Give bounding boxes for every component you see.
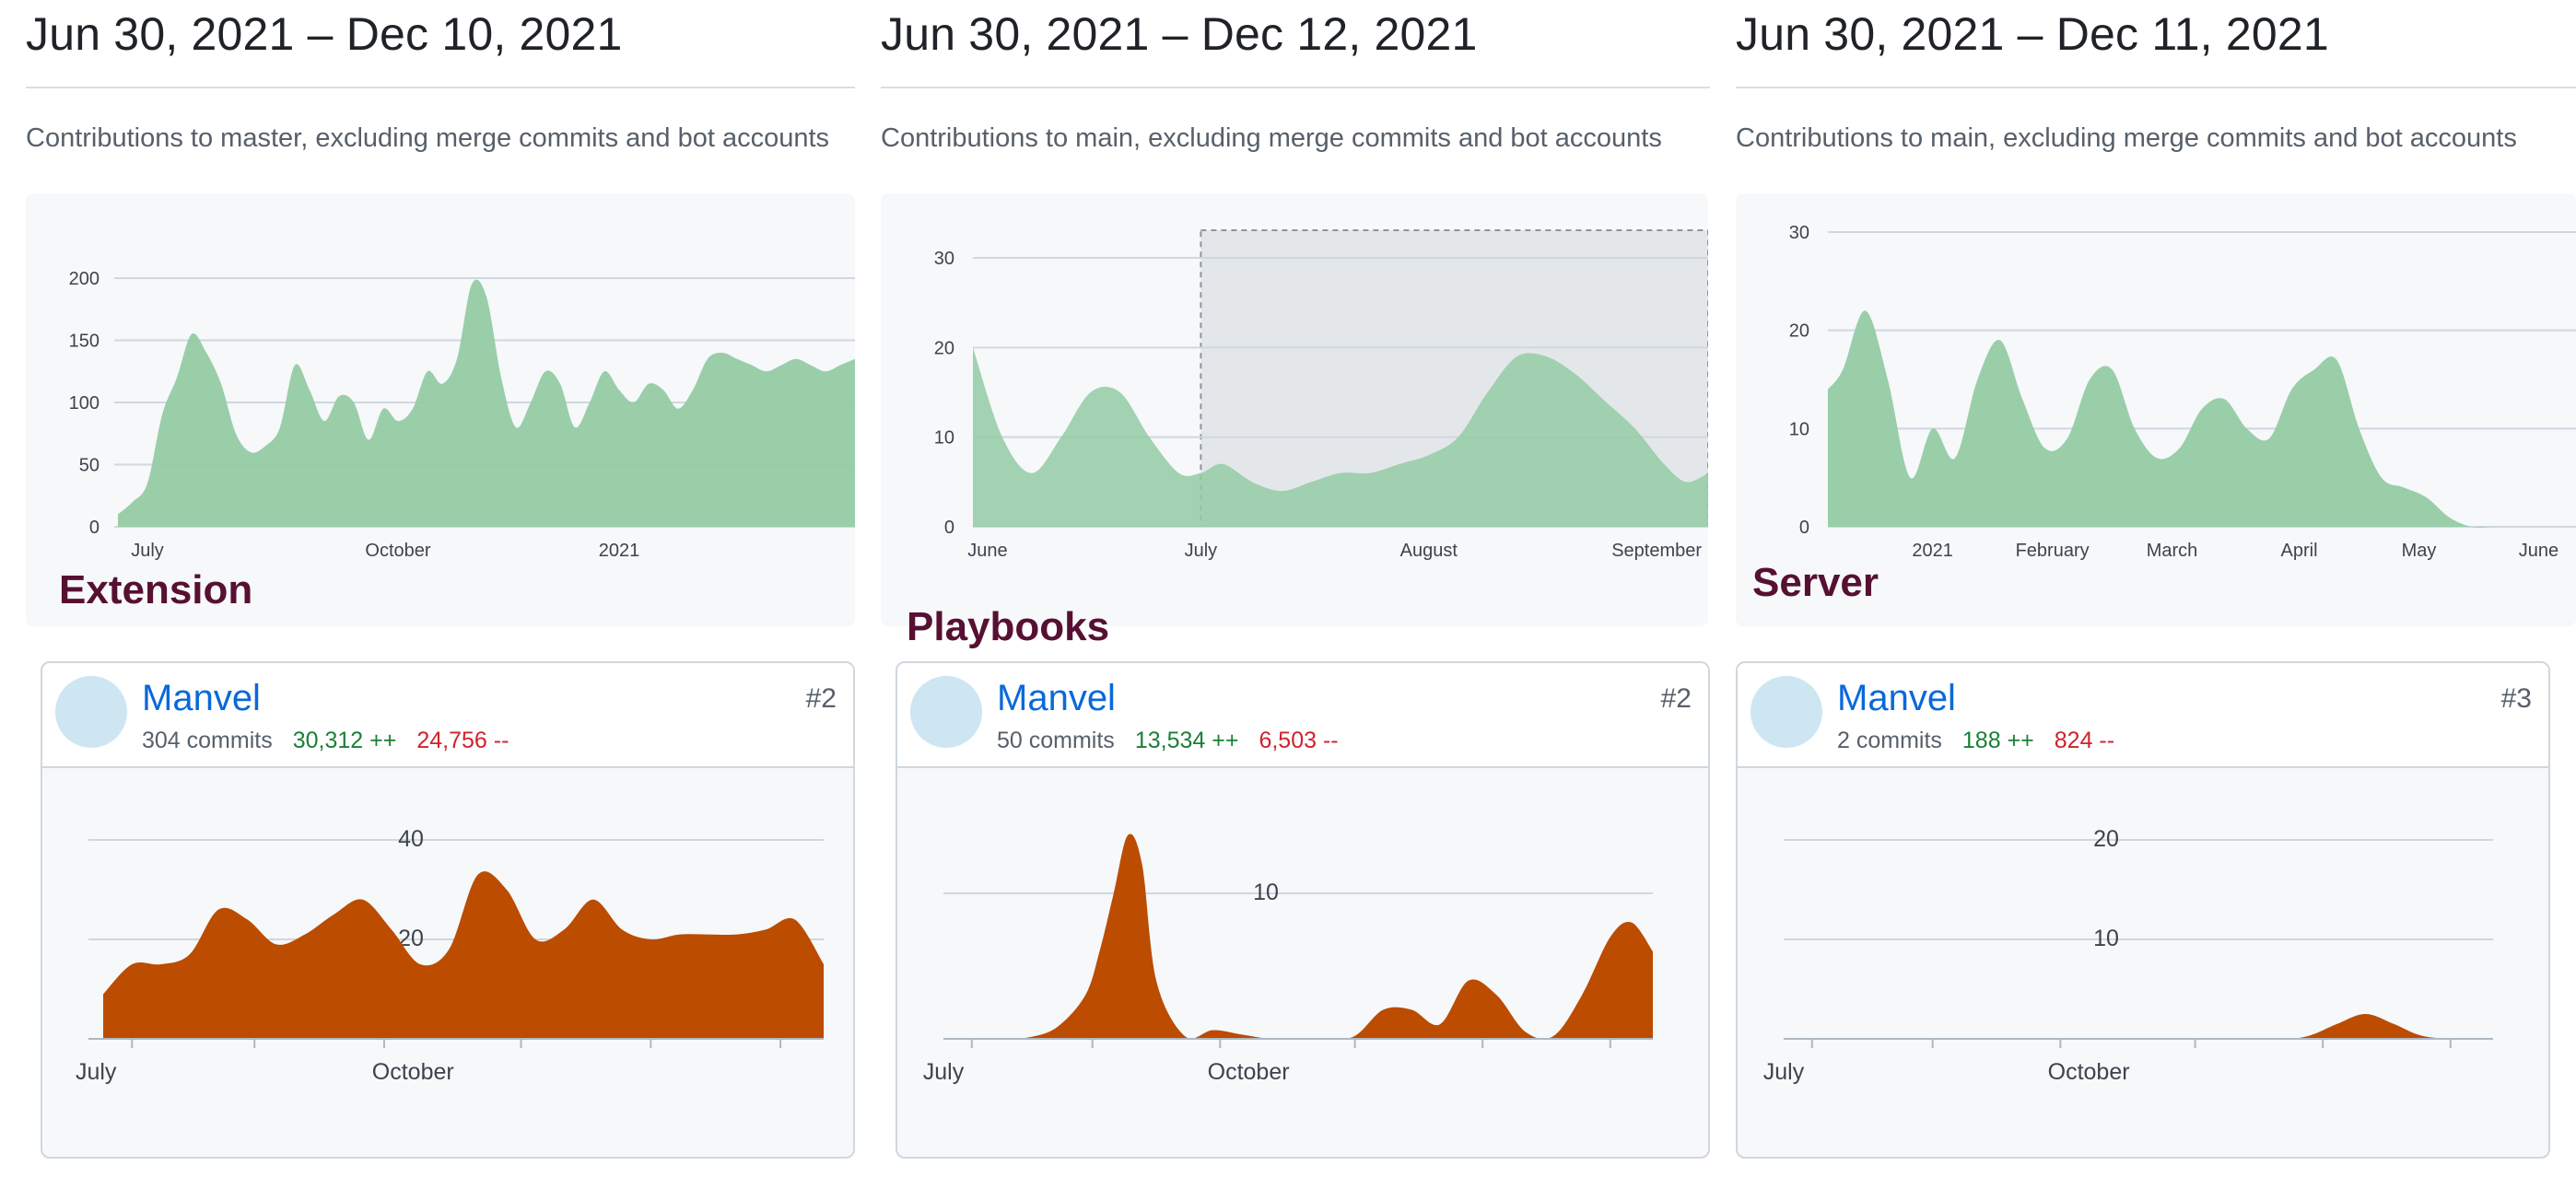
y-tick-label: 20 (1789, 321, 1809, 342)
contributor-rank: #2 (805, 683, 837, 714)
y-tick-label: 10 (934, 428, 954, 449)
series-area (1784, 1014, 2493, 1040)
contributor-card-header: Manvel 50 commits 13,534 ++ 6,503 -- #2 (897, 663, 1708, 768)
x-tick-label: July (1185, 541, 1218, 561)
x-tick-label: July (1763, 1059, 1805, 1085)
y-tick-label: 100 (69, 393, 100, 414)
contributions-chart-panel[interactable]: 0 10 20 30 2021 February March April May June (1736, 193, 2576, 626)
contributor-stats: 50 commits 13,534 ++ 6,503 -- (997, 728, 1339, 754)
y-tick-label: 50 (79, 456, 100, 476)
divider (26, 87, 855, 88)
x-tick-label: July (131, 541, 164, 561)
contributions-subtitle: Contributions to main, excluding merge c… (881, 123, 1662, 153)
additions-count: 30,312 ++ (292, 728, 397, 753)
contributions-subtitle: Contributions to main, excluding merge c… (1736, 123, 2517, 153)
y-tick-label: 0 (1799, 518, 1809, 538)
contributor-card: Manvel 50 commits 13,534 ++ 6,503 -- #2 10… (896, 661, 1710, 1159)
commit-count-link[interactable]: 50 commits (997, 728, 1115, 753)
y-tick-label: 20 (2093, 826, 2119, 852)
x-tick-label: August (1400, 541, 1458, 561)
repo-label: Server (1752, 560, 1879, 605)
x-tick-label: October (365, 541, 430, 561)
column-server: Jun 30, 2021 – Dec 11, 2021 Contribution… (1736, 0, 2576, 1177)
avatar[interactable] (910, 676, 982, 748)
contributor-area-chart[interactable]: 10 20 July October (1738, 766, 2548, 1157)
y-tick-label: 0 (944, 518, 954, 538)
x-tick-label: September (1611, 541, 1702, 561)
x-tick-label: July (923, 1059, 965, 1085)
avatar[interactable] (55, 676, 127, 748)
contributor-card: Manvel 304 commits 30,312 ++ 24,756 -- #2 … (41, 661, 855, 1159)
x-tick-label: 2021 (1912, 541, 1953, 561)
contributor-stats: 2 commits 188 ++ 824 -- (1837, 728, 2114, 754)
x-tick-label: October (2048, 1059, 2130, 1085)
column-playbooks: Jun 30, 2021 – Dec 12, 2021 Contribution… (881, 0, 1710, 1177)
series-area (118, 279, 855, 527)
y-tick-label: 20 (934, 338, 954, 358)
deletions-count: 824 -- (2054, 728, 2115, 753)
y-tick-label: 0 (89, 518, 100, 538)
contributor-name-link[interactable]: Manvel (142, 678, 261, 718)
series-area (103, 871, 824, 1039)
y-tick-label: 30 (934, 249, 954, 269)
x-tick-label: February (2016, 541, 2090, 561)
contributions-chart-panel[interactable]: 0 10 20 30 June July August September (881, 193, 1708, 626)
contributions-area-chart[interactable]: 0 10 20 30 2021 February March April May June (1736, 193, 2576, 626)
deletions-count: 24,756 -- (416, 728, 509, 753)
x-tick-label: April (2281, 541, 2318, 561)
x-tick-label: March (2147, 541, 2198, 561)
contributions-chart-panel[interactable]: 0 50 100 150 200 July October 2021 (26, 193, 855, 626)
column-extension: Jun 30, 2021 – Dec 10, 2021 Contribution… (26, 0, 855, 1177)
contributor-area-chart[interactable]: 10 July October (897, 766, 1708, 1157)
commit-count-link[interactable]: 2 commits (1837, 728, 1942, 753)
contributor-rank: #2 (1660, 683, 1692, 714)
x-tick-label: June (967, 541, 1007, 561)
x-tick-label: June (2519, 541, 2558, 561)
date-range-title: Jun 30, 2021 – Dec 12, 2021 (881, 8, 1478, 60)
avatar[interactable] (1751, 676, 1822, 748)
contributor-card-header: Manvel 304 commits 30,312 ++ 24,756 -- #2 (42, 663, 853, 768)
series-area (1828, 310, 2576, 528)
contributor-card: Manvel 2 commits 188 ++ 824 -- #3 10 20 July… (1736, 661, 2550, 1159)
contributor-card-header: Manvel 2 commits 188 ++ 824 -- #3 (1738, 663, 2548, 768)
y-tick-label: 150 (69, 332, 100, 352)
commit-count-link[interactable]: 304 commits (142, 728, 273, 753)
y-tick-label: 200 (69, 269, 100, 289)
y-tick-label: 40 (398, 826, 424, 852)
x-tick-label: May (2402, 541, 2437, 561)
x-tick-label: July (76, 1059, 117, 1085)
contributions-subtitle: Contributions to master, excluding merge… (26, 123, 830, 153)
x-tick-label: October (372, 1059, 454, 1085)
x-tick-label: October (1208, 1059, 1290, 1085)
y-tick-label: 10 (1789, 419, 1809, 439)
x-tick-label: 2021 (599, 541, 640, 561)
deletions-count: 6,503 -- (1259, 728, 1339, 753)
divider (881, 87, 1710, 88)
contributor-stats: 304 commits 30,312 ++ 24,756 -- (142, 728, 509, 754)
divider (1736, 87, 2576, 88)
date-range-title: Jun 30, 2021 – Dec 11, 2021 (1736, 8, 2329, 60)
series-area (943, 833, 1653, 1040)
contributor-name-link[interactable]: Manvel (997, 678, 1116, 718)
contributor-rank: #3 (2500, 683, 2532, 714)
contributions-area-chart[interactable]: 0 50 100 150 200 July October 2021 (26, 193, 855, 626)
additions-count: 188 ++ (1961, 728, 2034, 753)
additions-count: 13,534 ++ (1134, 728, 1239, 753)
y-tick-label: 10 (1253, 880, 1279, 905)
contributions-area-chart[interactable]: 0 10 20 30 June July August September (881, 193, 1708, 626)
y-tick-label: 30 (1789, 223, 1809, 243)
series-area (973, 347, 1708, 527)
y-tick-label: 10 (2093, 926, 2119, 951)
repo-label: Playbooks (907, 604, 1110, 649)
date-range-title: Jun 30, 2021 – Dec 10, 2021 (26, 8, 623, 60)
contributor-name-link[interactable]: Manvel (1837, 678, 1956, 718)
repo-label: Extension (59, 567, 253, 612)
